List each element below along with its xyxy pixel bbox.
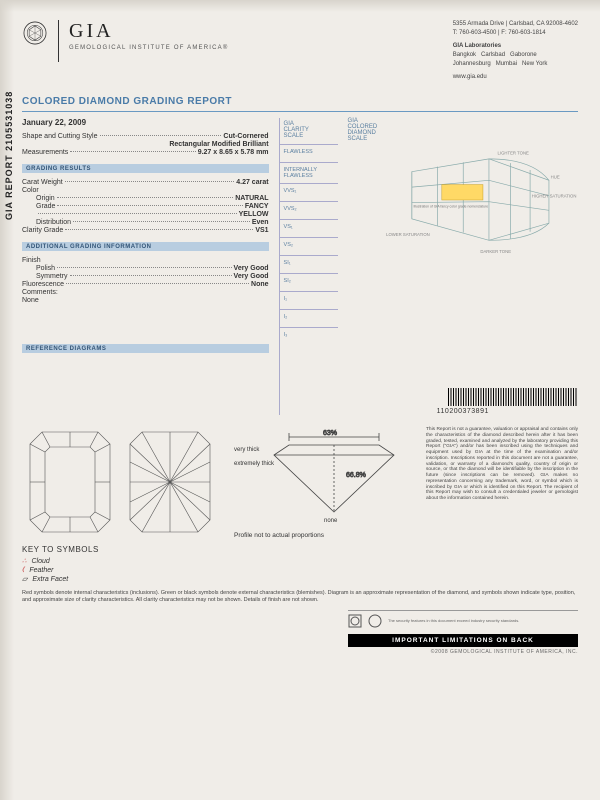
profile-block: 63% 66.8% very thick extremely thick non… bbox=[234, 427, 414, 584]
additional-section-bar: ADDITIONAL GRADING INFORMATION bbox=[22, 242, 269, 251]
barcode-number: 110200373891 bbox=[348, 408, 578, 415]
symmetry-val: Very Good bbox=[234, 273, 269, 280]
clarity-scale-row: VS₁ bbox=[280, 219, 338, 237]
comments-val: None bbox=[22, 297, 39, 304]
seal-icon bbox=[368, 614, 382, 628]
report-title: COLORED DIAMOND GRADING REPORT bbox=[22, 96, 578, 107]
polish-val: Very Good bbox=[234, 265, 269, 272]
carat-val: 4.27 carat bbox=[236, 179, 268, 186]
clarity-scale-row: SI₂ bbox=[280, 273, 338, 291]
darker-tone-label: DARKER TONE bbox=[480, 249, 511, 254]
contact-phone: T: 760-603-4500 | F: 760-603-1814 bbox=[453, 29, 578, 38]
labs-list: Bangkok Carlsbad Gaborone Johannesburg M… bbox=[453, 51, 578, 69]
hologram-icon bbox=[348, 614, 362, 628]
grading-section-bar: GRADING RESULTS bbox=[22, 164, 269, 173]
meas-val: 9.27 x 8.65 x 5.78 mm bbox=[198, 149, 269, 156]
comments-label: Comments: bbox=[22, 289, 58, 296]
logo-block: GIA GEMOLOGICAL INSTITUTE OF AMERICA® bbox=[22, 20, 228, 82]
origin-label: Origin bbox=[36, 195, 55, 202]
meas-label: Measurements bbox=[22, 149, 68, 156]
disclaimer: This Report is not a guarantee, valuatio… bbox=[426, 427, 578, 584]
key-item-extra-facet: ▱Extra Facet bbox=[22, 575, 222, 583]
fluor-label: Fluorescence bbox=[22, 281, 64, 288]
dist-val: Even bbox=[252, 219, 269, 226]
svg-text:66.8%: 66.8% bbox=[346, 472, 366, 479]
clarity-scale-row: SI₁ bbox=[280, 255, 338, 273]
key-item-cloud: ∴Cloud bbox=[22, 557, 222, 565]
title-underline bbox=[22, 111, 578, 112]
main-row: January 22, 2009 Shape and Cutting Style… bbox=[22, 118, 578, 415]
footer-bar: IMPORTANT LIMITATIONS ON BACK bbox=[348, 634, 578, 647]
scale-note: Illustration of GIA fancy color grade no… bbox=[413, 205, 488, 209]
security-text: The security features in this document e… bbox=[388, 618, 578, 623]
grade-val2: YELLOW bbox=[239, 211, 269, 218]
key-item-feather: ⦅Feather bbox=[22, 566, 222, 574]
copyright: ©2008 GEMOLOGICAL INSTITUTE OF AMERICA, … bbox=[348, 649, 578, 655]
very-thick-label: very thick bbox=[234, 447, 260, 453]
clarity-scale-row: VS₂ bbox=[280, 237, 338, 255]
clarity-scale-row: INTERNALLY FLAWLESS bbox=[280, 162, 338, 183]
logo-divider bbox=[58, 20, 59, 62]
higher-sat-label: HIGHER SATURATION bbox=[531, 193, 576, 198]
barcode-lines bbox=[448, 388, 578, 406]
contact-address: 5355 Armada Drive | Carlsbad, CA 92008-4… bbox=[453, 20, 578, 29]
clarity-label: Clarity Grade bbox=[22, 227, 63, 234]
left-column: January 22, 2009 Shape and Cutting Style… bbox=[22, 118, 269, 415]
symbols-footnote: Red symbols denote internal characterist… bbox=[22, 590, 578, 604]
barcode: 110200373891 bbox=[348, 388, 578, 415]
clarity-scale-row: FLAWLESS bbox=[280, 144, 338, 162]
key-title: KEY TO SYMBOLS bbox=[22, 545, 222, 554]
clarity-val: VS1 bbox=[255, 227, 268, 234]
clarity-scale-row: I₃ bbox=[280, 327, 338, 345]
origin-val: NATURAL bbox=[235, 195, 268, 202]
clarity-scale-row: I₂ bbox=[280, 309, 338, 327]
profile-diagram: 63% 66.8% very thick extremely thick non… bbox=[234, 427, 414, 527]
shape-val: Cut-Cornered bbox=[223, 133, 268, 140]
org-subtitle: GEMOLOGICAL INSTITUTE OF AMERICA® bbox=[69, 45, 228, 51]
clarity-scale-header: GIA CLARITY SCALE bbox=[280, 118, 338, 144]
report-date: January 22, 2009 bbox=[22, 118, 269, 127]
org-name: GIA bbox=[69, 20, 228, 43]
carat-label: Carat Weight bbox=[22, 179, 63, 186]
symmetry-label: Symmetry bbox=[36, 273, 68, 280]
color-label: Color bbox=[22, 187, 39, 194]
extremely-thick-label: extremely thick bbox=[234, 461, 275, 467]
labs-title: GIA Laboratories bbox=[453, 42, 578, 51]
clarity-scale-row: VVS₁ bbox=[280, 183, 338, 201]
clarity-scale: GIA CLARITY SCALE FLAWLESSINTERNALLY FLA… bbox=[279, 118, 338, 415]
finish-label: Finish bbox=[22, 257, 41, 264]
dist-label: Distribution bbox=[36, 219, 71, 226]
clarity-scale-row: VVS₂ bbox=[280, 201, 338, 219]
shape-val2: Rectangular Modified Brilliant bbox=[169, 141, 268, 148]
right-column: GIA COLORED DIAMOND SCALE LIGHTER TONE H… bbox=[348, 118, 578, 415]
plot-diagram bbox=[22, 427, 222, 537]
gia-emblem-icon bbox=[22, 20, 48, 46]
fluor-val: None bbox=[251, 281, 269, 288]
svg-text:63%: 63% bbox=[323, 430, 337, 437]
colored-diamond-scale-diagram: LIGHTER TONE HUE HIGHER SATURATION LOWER… bbox=[348, 146, 578, 266]
none-label: none bbox=[324, 518, 338, 524]
profile-caption: Profile not to actual proportions bbox=[234, 532, 414, 539]
lower-row: KEY TO SYMBOLS ∴Cloud ⦅Feather ▱Extra Fa… bbox=[22, 427, 578, 584]
lower-sat-label: LOWER SATURATION bbox=[386, 232, 430, 237]
shape-label: Shape and Cutting Style bbox=[22, 133, 98, 140]
polish-label: Polish bbox=[36, 265, 55, 272]
diamond-plot: KEY TO SYMBOLS ∴Cloud ⦅Feather ▱Extra Fa… bbox=[22, 427, 222, 584]
clarity-scale-row: I₁ bbox=[280, 291, 338, 309]
reference-section-bar: REFERENCE DIAGRAMS bbox=[22, 344, 269, 353]
colored-scale-header: GIA COLORED DIAMOND SCALE bbox=[348, 118, 578, 142]
header: GIA GEMOLOGICAL INSTITUTE OF AMERICA® 53… bbox=[22, 20, 578, 82]
report-id-vertical: GIA REPORT 2105531038 bbox=[4, 91, 14, 220]
website: www.gia.edu bbox=[453, 73, 578, 82]
hue-label: HUE bbox=[550, 175, 559, 180]
grade-label: Grade bbox=[36, 203, 55, 210]
contact-block: 5355 Armada Drive | Carlsbad, CA 92008-4… bbox=[453, 20, 578, 82]
lighter-tone-label: LIGHTER TONE bbox=[497, 151, 529, 156]
grade-val: FANCY bbox=[245, 203, 269, 210]
